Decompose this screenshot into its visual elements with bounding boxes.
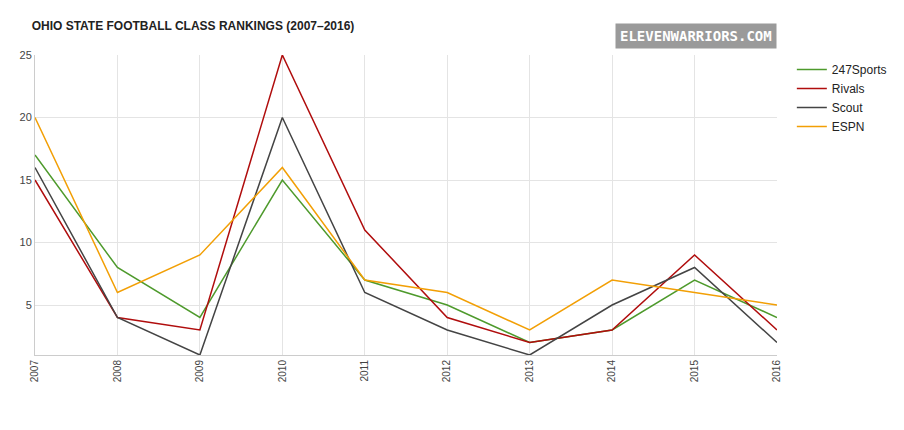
svg-text:2007: 2007 — [29, 360, 40, 383]
svg-text:25: 25 — [20, 49, 32, 61]
svg-text:5: 5 — [26, 299, 32, 311]
svg-text:247Sports: 247Sports — [832, 63, 887, 77]
svg-text:2016: 2016 — [771, 360, 782, 383]
svg-text:2008: 2008 — [112, 360, 123, 383]
svg-text:10: 10 — [20, 236, 32, 248]
svg-text:2014: 2014 — [606, 360, 617, 383]
svg-text:2011: 2011 — [359, 360, 370, 382]
svg-text:2013: 2013 — [524, 360, 535, 383]
svg-text:2015: 2015 — [689, 360, 700, 383]
svg-text:ELEVENWARRIORS.COM: ELEVENWARRIORS.COM — [620, 28, 772, 44]
svg-text:Rivals: Rivals — [832, 82, 865, 96]
svg-text:OHIO STATE FOOTBALL CLASS RANK: OHIO STATE FOOTBALL CLASS RANKINGS (2007… — [32, 19, 355, 33]
svg-text:15: 15 — [20, 174, 32, 186]
svg-text:2010: 2010 — [277, 360, 288, 383]
svg-text:2009: 2009 — [194, 360, 205, 383]
svg-text:Scout: Scout — [832, 101, 863, 115]
svg-text:ESPN: ESPN — [832, 120, 865, 134]
svg-text:20: 20 — [20, 111, 32, 123]
svg-text:2012: 2012 — [441, 360, 452, 383]
